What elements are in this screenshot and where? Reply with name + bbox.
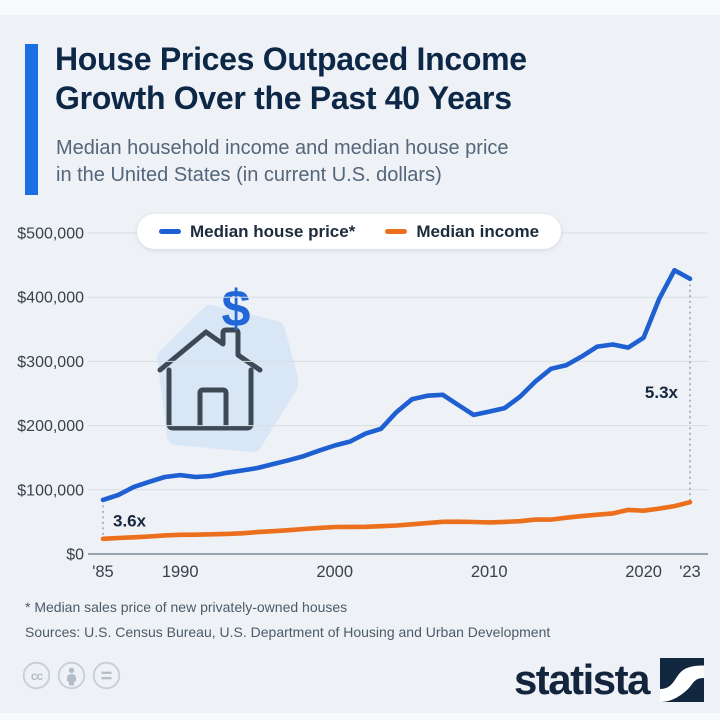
svg-text:$: $ bbox=[222, 280, 251, 338]
accent-bar bbox=[25, 44, 38, 195]
subtitle-line-1: Median household income and median house… bbox=[56, 137, 509, 159]
svg-text:2000: 2000 bbox=[316, 563, 353, 581]
svg-text:3.6x: 3.6x bbox=[113, 512, 147, 531]
house-price-dash-icon bbox=[159, 229, 181, 234]
legend-label-house-price: Median house price* bbox=[190, 221, 356, 241]
no-derivatives-icon[interactable] bbox=[92, 661, 121, 690]
legend-item-house-price: Median house price* bbox=[159, 222, 355, 242]
legend-label-income: Median income bbox=[416, 221, 540, 241]
page-title: House Prices Outpaced Income Growth Over… bbox=[55, 40, 695, 118]
bottom-strip bbox=[0, 713, 720, 720]
income-dash-icon bbox=[385, 229, 408, 234]
svg-text:$500,000: $500,000 bbox=[17, 226, 84, 243]
statista-branding[interactable]: statista bbox=[514, 658, 704, 702]
svg-text:$200,000: $200,000 bbox=[17, 418, 84, 435]
svg-text:2020: 2020 bbox=[625, 563, 662, 581]
title-line-2: Growth Over the Past 40 Years bbox=[55, 80, 512, 116]
svg-text:'23: '23 bbox=[679, 563, 701, 581]
svg-text:$100,000: $100,000 bbox=[17, 482, 84, 499]
cc-icon[interactable]: cc bbox=[22, 661, 51, 690]
license-icons: cc bbox=[22, 661, 121, 690]
svg-text:5.3x: 5.3x bbox=[645, 383, 679, 402]
svg-text:$0: $0 bbox=[66, 547, 84, 564]
top-strip bbox=[0, 0, 720, 15]
subtitle-line-2: in the United States (in current U.S. do… bbox=[56, 164, 442, 186]
legend-item-income: Median income bbox=[385, 222, 539, 242]
chart-canvas: $0 $100,000 $200,000 $300,000 $400,000 $500,0… bbox=[17, 226, 708, 581]
svg-text:$400,000: $400,000 bbox=[17, 290, 84, 307]
legend: Median house price* Median income bbox=[137, 214, 562, 249]
footnotes: * Median sales price of new privately-ow… bbox=[25, 595, 550, 645]
page-subtitle: Median household income and median house… bbox=[56, 135, 676, 189]
footnote-sources: Sources: U.S. Census Bureau, U.S. Depart… bbox=[25, 624, 551, 640]
svg-text:'85: '85 bbox=[92, 563, 114, 581]
svg-text:$300,000: $300,000 bbox=[17, 354, 84, 371]
attribution-icon[interactable] bbox=[57, 661, 86, 690]
svg-text:1990: 1990 bbox=[162, 563, 199, 581]
svg-text:cc: cc bbox=[31, 669, 44, 683]
title-line-1: House Prices Outpaced Income bbox=[55, 41, 527, 77]
footnote-asterisk: * Median sales price of new privately-ow… bbox=[25, 599, 348, 615]
statista-wordmark: statista bbox=[513, 656, 651, 703]
svg-text:2010: 2010 bbox=[471, 563, 508, 581]
statista-logo-icon bbox=[660, 658, 704, 702]
